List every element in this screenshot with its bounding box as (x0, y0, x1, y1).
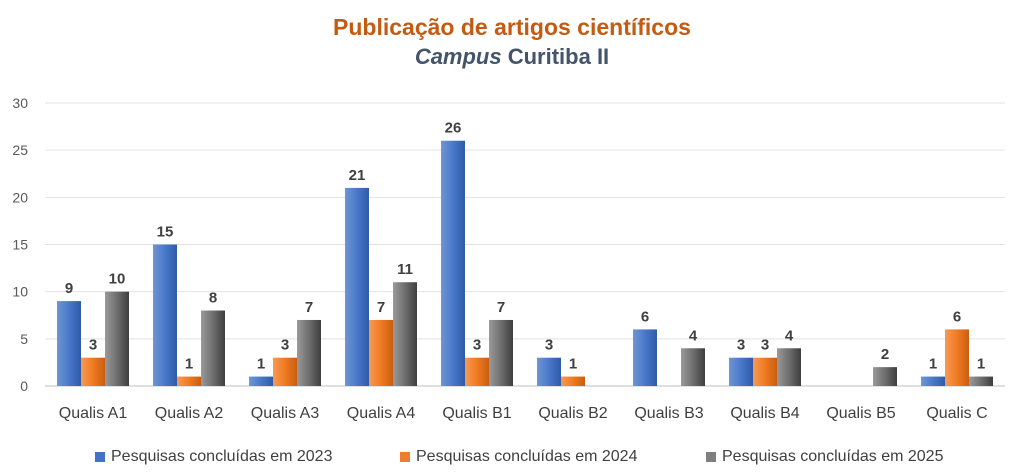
y-tick-label: 20 (12, 189, 28, 205)
data-label: 3 (737, 337, 745, 354)
legend-swatch (95, 452, 105, 462)
bar (753, 357, 777, 386)
bar (465, 357, 489, 386)
y-tick-label: 15 (12, 237, 28, 253)
bar (153, 244, 177, 386)
x-category-label: Qualis B2 (538, 405, 607, 422)
legend-item: Pesquisas concluídas em 2024 (400, 448, 637, 466)
data-label: 1 (257, 356, 265, 373)
data-label: 6 (953, 308, 961, 325)
x-category-label: Qualis B1 (442, 405, 511, 422)
data-label: 1 (569, 356, 577, 373)
bar (393, 282, 417, 386)
x-category-label: Qualis C (926, 405, 987, 422)
data-label: 26 (445, 120, 462, 137)
x-category-label: Qualis B3 (634, 405, 703, 422)
chart-title-block: Publicação de artigos científicos Campus… (0, 12, 1024, 72)
data-label: 9 (65, 280, 73, 297)
bar (561, 376, 585, 386)
bar (537, 357, 561, 386)
bar (921, 376, 945, 386)
bar (81, 357, 105, 386)
bar (729, 357, 753, 386)
legend-label: Pesquisas concluídas em 2024 (416, 448, 638, 465)
data-label: 3 (545, 337, 553, 354)
data-label: 4 (785, 327, 794, 344)
bar (297, 319, 321, 386)
bar (873, 367, 897, 386)
data-label: 15 (157, 224, 174, 241)
bar (489, 319, 513, 386)
chart-legend: Pesquisas concluídas em 2023 Pesquisas co… (0, 448, 1024, 472)
y-tick-label: 25 (12, 142, 28, 158)
data-label: 8 (209, 290, 217, 307)
data-label: 1 (185, 356, 193, 373)
x-category-label: Qualis B5 (826, 405, 895, 422)
chart-title: Publicação de artigos científicos (333, 14, 691, 40)
bar (369, 319, 393, 386)
data-label: 1 (977, 356, 985, 373)
legend-swatch (400, 452, 410, 462)
bar (345, 187, 369, 386)
y-tick-label: 10 (12, 284, 28, 300)
x-category-label: Qualis A2 (155, 405, 224, 422)
chart-subtitle-italic: Campus (414, 44, 502, 69)
data-label: 10 (109, 271, 126, 288)
legend-item: Pesquisas concluídas em 2025 (706, 448, 943, 466)
data-label: 3 (761, 337, 769, 354)
data-label: 3 (473, 337, 481, 354)
chart-subtitle-rest: Curitiba II (501, 44, 610, 69)
data-label: 6 (641, 308, 649, 325)
bar (969, 376, 993, 386)
data-label: 3 (281, 337, 289, 354)
bar (945, 329, 969, 386)
y-tick-label: 0 (20, 378, 28, 394)
bar (249, 376, 273, 386)
bar (633, 329, 657, 386)
data-label: 7 (497, 299, 505, 316)
y-tick-label: 5 (20, 331, 28, 347)
legend-label: Pesquisas concluídas em 2025 (722, 448, 944, 465)
data-label: 1 (929, 356, 937, 373)
bar (273, 357, 297, 386)
bar (681, 348, 705, 386)
bar (777, 348, 801, 386)
bar (441, 140, 465, 386)
data-label: 3 (89, 337, 97, 354)
y-tick-label: 30 (12, 95, 28, 111)
legend-swatch (706, 452, 716, 462)
x-category-label: Qualis B4 (730, 405, 799, 422)
legend-label: Pesquisas concluídas em 2023 (111, 448, 333, 465)
data-label: 11 (397, 261, 413, 278)
legend-item: Pesquisas concluídas em 2023 (95, 448, 332, 466)
bar (201, 310, 225, 386)
chart-subtitle: Campus Curitiba II (0, 42, 1024, 72)
data-label: 7 (377, 299, 385, 316)
data-label: 4 (689, 327, 698, 344)
bar (57, 301, 81, 386)
data-label: 21 (349, 167, 366, 184)
x-category-label: Qualis A4 (347, 405, 416, 422)
bar (177, 376, 201, 386)
data-label: 7 (305, 299, 313, 316)
data-label: 2 (881, 346, 889, 363)
x-category-label: Qualis A1 (59, 405, 128, 422)
bar (105, 291, 129, 386)
x-category-label: Qualis A3 (251, 405, 320, 422)
